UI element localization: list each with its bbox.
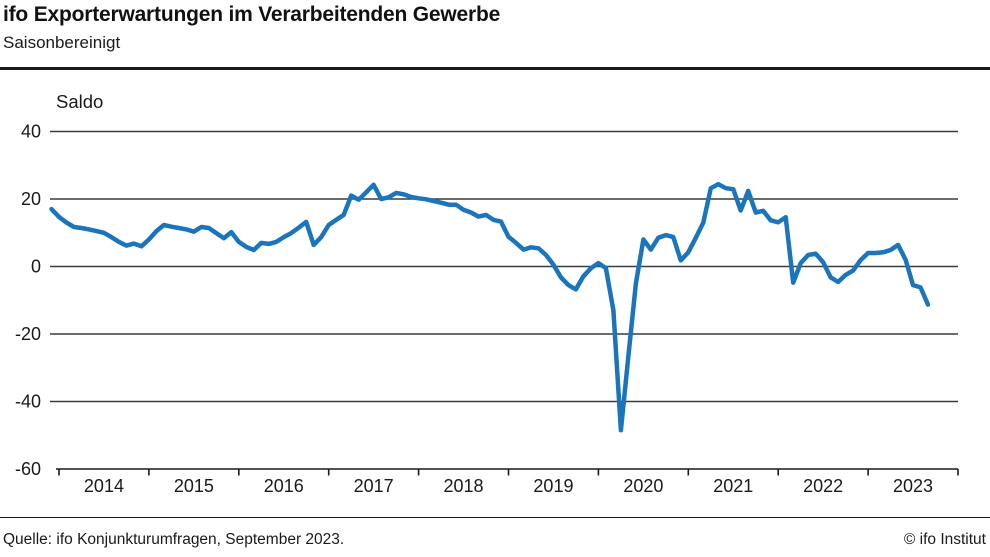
data-line (49, 181, 931, 433)
x-tick-label: 2020 (623, 476, 663, 496)
y-tick-label: 20 (21, 189, 41, 209)
y-tick-label: -40 (15, 392, 41, 412)
x-tick-label: 2021 (713, 476, 753, 496)
y-tick-label: -20 (15, 324, 41, 344)
y-tick-label: -60 (15, 459, 41, 479)
y-axis-labels: 40 20 0 -20 -40 -60 (15, 122, 41, 480)
y-tick-label: 0 (31, 257, 41, 277)
x-tick-label: 2023 (893, 476, 933, 496)
x-tick-label: 2015 (174, 476, 214, 496)
copyright-note: © ifo Institut (903, 531, 986, 548)
source-note: Quelle: ifo Konjunkturumfragen, Septembe… (3, 531, 345, 548)
header-divider (0, 67, 990, 70)
x-tick-label: 2018 (444, 476, 484, 496)
x-tick-label: 2014 (84, 476, 124, 496)
y-gridlines (50, 130, 958, 403)
y-axis-title: Saldo (56, 91, 103, 112)
data-series-group (49, 181, 931, 433)
x-axis: 2014 2015 2016 2017 2018 2019 2020 2021 2022 2023 (56, 468, 959, 496)
x-tick-label: 2019 (533, 476, 573, 496)
y-tick-label: 40 (21, 122, 41, 142)
x-tick-label: 2017 (354, 476, 394, 496)
page-title: ifo Exporterwartungen im Verarbeitenden … (3, 3, 501, 26)
footer-divider (0, 517, 990, 518)
x-tick-label: 2016 (264, 476, 304, 496)
page-subtitle: Saisonbereinigt (3, 33, 121, 52)
x-tick-label: 2022 (803, 476, 843, 496)
